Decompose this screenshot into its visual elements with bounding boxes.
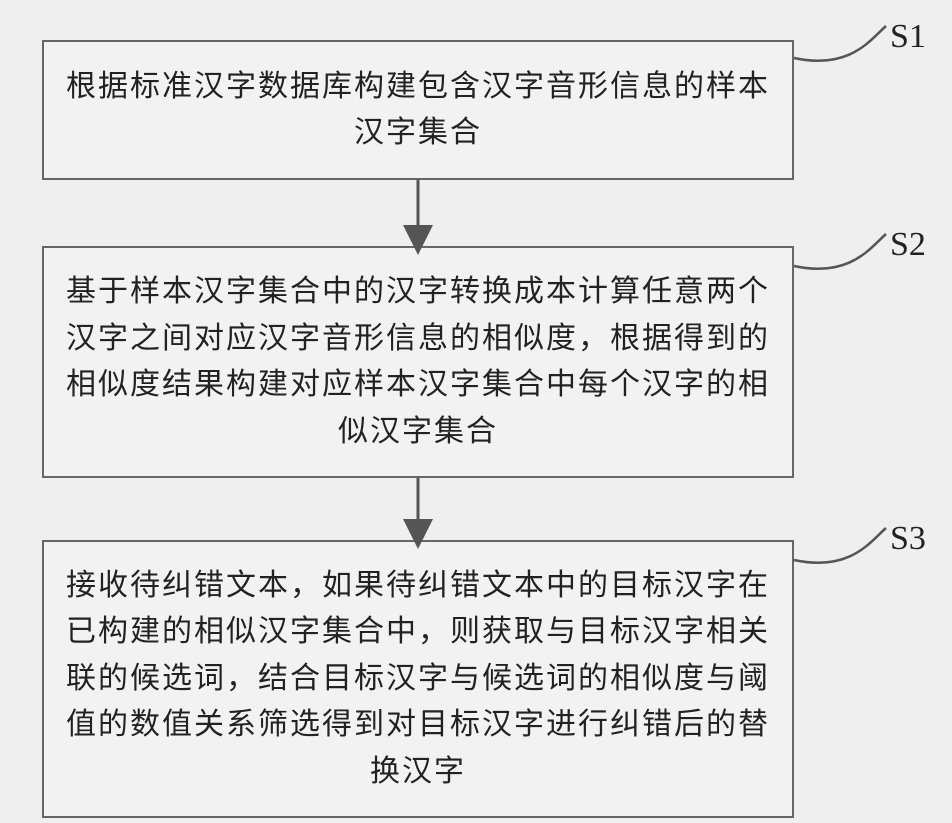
step-label-s2: S2 [890,226,926,264]
step-text-s2: 基于样本汉字集合中的汉字转换成本计算任意两个汉字之间对应汉字音形信息的相似度，根… [44,261,792,463]
step-text-s3: 接收待纠错文本，如果待纠错文本中的目标汉字在已构建的相似汉字集合中，则获取与目标… [44,555,792,804]
callout-s2 [794,234,886,269]
step-label-s3: S3 [890,520,926,558]
flowchart-canvas: 根据标准汉字数据库构建包含汉字音形信息的样本汉字集合 S1 基于样本汉字集合中的… [0,0,952,823]
step-box-s3: 接收待纠错文本，如果待纠错文本中的目标汉字在已构建的相似汉字集合中，则获取与目标… [42,540,794,818]
step-box-s1: 根据标准汉字数据库构建包含汉字音形信息的样本汉字集合 [42,40,794,180]
step-text-s1: 根据标准汉字数据库构建包含汉字音形信息的样本汉字集合 [44,56,792,165]
step-box-s2: 基于样本汉字集合中的汉字转换成本计算任意两个汉字之间对应汉字音形信息的相似度，根… [42,246,794,478]
callout-s3 [794,528,886,563]
callout-s1 [794,26,886,61]
step-label-s1: S1 [890,18,926,56]
